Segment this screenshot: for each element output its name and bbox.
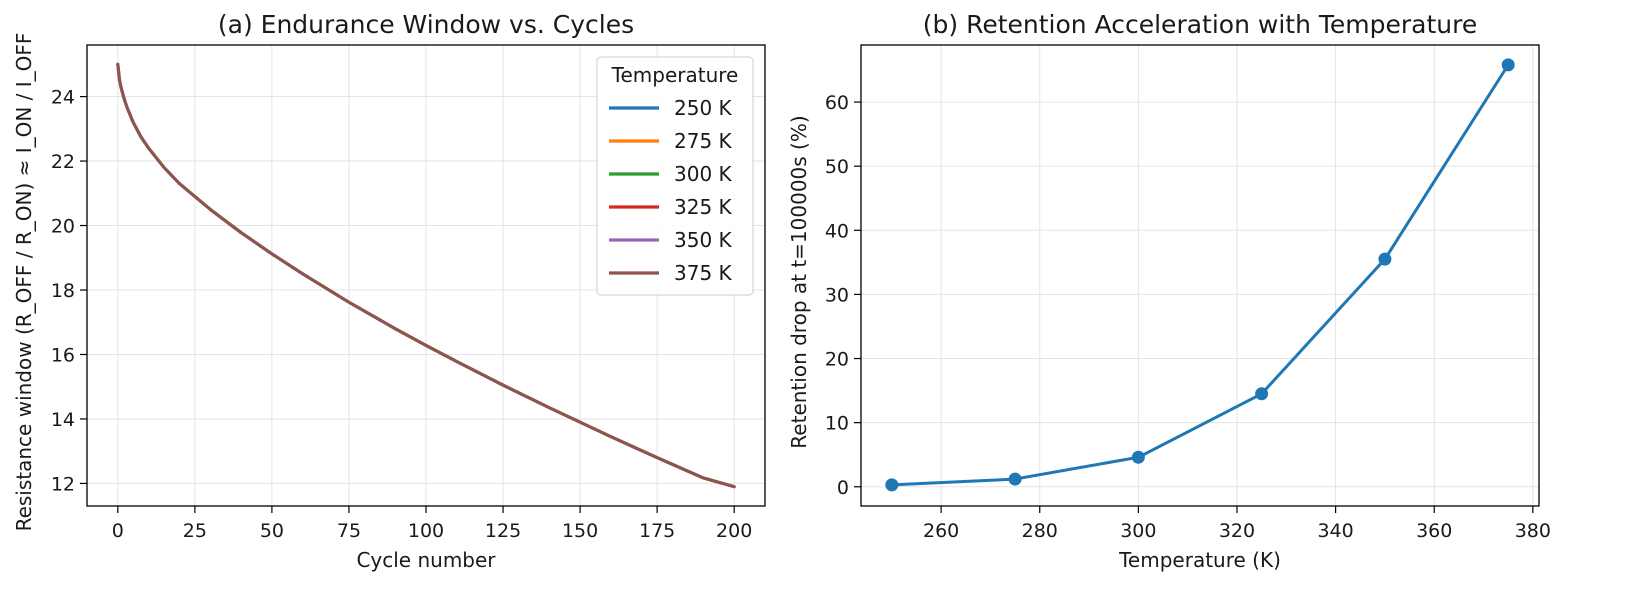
x-tick-label: 200 — [716, 520, 752, 542]
x-tick-label: 0 — [112, 520, 124, 542]
data-point — [1501, 58, 1515, 72]
y-tick-label: 14 — [51, 409, 75, 431]
legend-label: 275 K — [674, 129, 733, 153]
panel-a-y-ticks: 12 14 16 18 20 22 24 — [51, 87, 87, 495]
legend-label: 350 K — [674, 228, 733, 252]
panel-a-y-axis-label: Resistance window (R_OFF / R_ON) ≈ I_ON … — [12, 33, 36, 532]
panel-b-title: (b) Retention Acceleration with Temperat… — [923, 10, 1477, 39]
panel-a-title: (a) Endurance Window vs. Cycles — [218, 10, 634, 39]
x-tick-label: 75 — [337, 520, 361, 542]
panel-b-x-axis-label: Temperature (K) — [1118, 548, 1281, 572]
y-tick-label: 18 — [51, 280, 75, 302]
data-point — [1131, 450, 1145, 464]
panel-b-x-ticks: 260 280 300 320 340 360 380 — [923, 506, 1551, 542]
legend-box — [596, 56, 754, 296]
x-tick-label: 175 — [639, 520, 675, 542]
x-tick-label: 320 — [1219, 520, 1255, 542]
data-point — [885, 478, 899, 492]
y-tick-label: 0 — [837, 477, 849, 499]
y-tick-label: 40 — [825, 220, 849, 242]
y-tick-label: 60 — [825, 92, 849, 114]
legend-title: Temperature — [611, 63, 739, 87]
panel-b-y-axis-label: Retention drop at t=100000s (%) — [787, 115, 811, 448]
panel-b-y-ticks: 0 10 20 30 40 50 60 — [825, 92, 861, 499]
panel-b-grid — [861, 45, 1539, 506]
x-tick-label: 260 — [923, 520, 959, 542]
y-tick-label: 12 — [51, 473, 75, 495]
data-point — [1008, 472, 1022, 486]
y-tick-label: 22 — [51, 151, 75, 173]
x-tick-label: 50 — [260, 520, 284, 542]
legend-label: 250 K — [674, 96, 733, 120]
x-tick-label: 300 — [1120, 520, 1156, 542]
x-tick-label: 150 — [562, 520, 598, 542]
legend-label: 375 K — [674, 261, 733, 285]
x-tick-label: 340 — [1317, 520, 1353, 542]
y-tick-label: 30 — [825, 284, 849, 306]
x-tick-label: 25 — [183, 520, 207, 542]
legend-label: 300 K — [674, 162, 733, 186]
y-tick-label: 10 — [825, 413, 849, 435]
panel-a-x-ticks: 0 25 50 75 100 125 150 175 200 — [112, 506, 752, 542]
y-tick-label: 20 — [825, 349, 849, 371]
x-tick-label: 380 — [1515, 520, 1551, 542]
y-tick-label: 24 — [51, 87, 75, 109]
data-point — [1255, 387, 1269, 401]
x-tick-label: 100 — [408, 520, 444, 542]
y-tick-label: 20 — [51, 216, 75, 238]
series-line-6 — [116, 62, 736, 489]
panel-a-legend: Temperature 250 K 275 K 300 K 325 K 350 K 375… — [596, 56, 754, 296]
panel-a-x-axis-label: Cycle number — [356, 548, 496, 572]
data-point — [1378, 252, 1392, 266]
x-tick-label: 360 — [1416, 520, 1452, 542]
legend-label: 325 K — [674, 195, 733, 219]
panel-a-series-group — [116, 62, 736, 489]
y-tick-label: 16 — [51, 344, 75, 366]
legend-items: 250 K 275 K 300 K 325 K 350 K 375 K — [609, 96, 733, 285]
y-tick-label: 50 — [825, 156, 849, 178]
series-line-1 — [890, 63, 1510, 487]
x-tick-label: 125 — [485, 520, 521, 542]
x-tick-label: 280 — [1022, 520, 1058, 542]
panel-a: 0 25 50 75 100 125 150 175 200 12 14 16 18 20 22 24 (a… — [12, 10, 766, 572]
panel-b-series-group — [885, 58, 1515, 492]
panel-b: 260 280 300 320 340 360 380 0 10 20 30 40 50 60 (b) … — [787, 10, 1551, 572]
panel-b-plot-frame — [860, 44, 1540, 507]
